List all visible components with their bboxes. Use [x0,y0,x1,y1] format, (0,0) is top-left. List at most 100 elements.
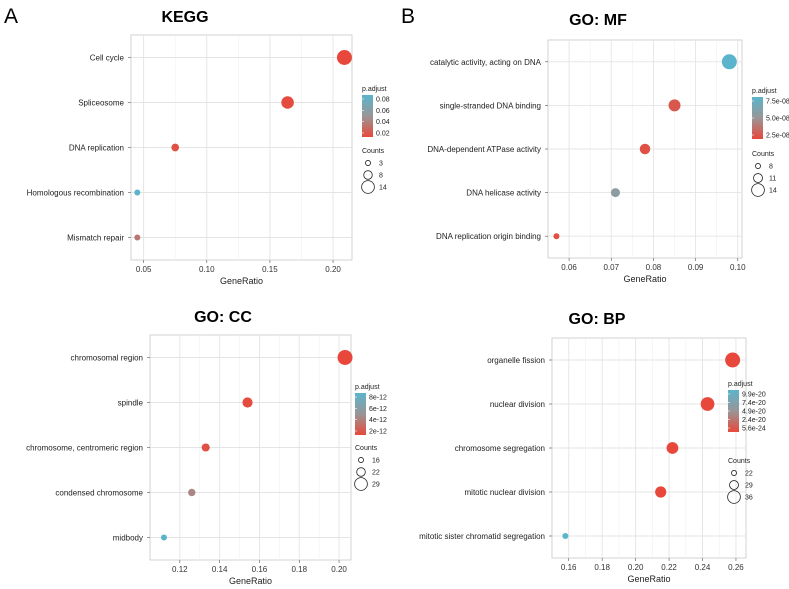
bp-xtick-label: 0.22 [661,563,677,572]
kegg-size-legend-title: Counts [362,148,385,155]
kegg-size-legend-label: 8 [379,173,383,180]
kegg-chart-title: KEGG [161,9,208,26]
bp-data-point [700,397,715,411]
bp-colorbar-title: p.adjust [728,381,753,388]
mf-category-label: DNA helicase activity [466,189,541,198]
kegg-size-legend-circle [365,160,371,166]
bp-size-legend-circle [729,480,739,490]
mf-xtick-label: 0.06 [561,263,577,272]
mf-colorbar [752,97,763,139]
mf-size-legend-circle [753,173,763,183]
bp-category-label: chromosome segregation [455,444,545,453]
bp-category-label: nuclear division [490,400,545,409]
kegg-xtick-label: 0.10 [199,265,215,274]
panel-letter-a: A [4,5,18,28]
cc-size-legend-label: 16 [372,458,380,465]
bp-colorbar-label: 4.9e-20 [742,409,766,416]
kegg-size-legend-circle [363,170,373,180]
cc-xtick-label: 0.18 [291,565,307,574]
bp-size-legend-label: 29 [745,483,753,490]
kegg-size-legend-label: 14 [379,185,387,192]
mf-xtick-label: 0.10 [730,263,746,272]
go-bp-panel: GO: BP organelle fission nuclear division c… [419,311,766,584]
mf-data-point [639,143,651,155]
mf-xtick-label: 0.07 [603,263,619,272]
cc-data-point [201,443,210,452]
mf-x-axis-label: GeneRatio [623,274,666,284]
kegg-category-label: DNA replication [69,144,124,153]
kegg-colorbar-label: 0.06 [376,108,390,115]
cc-size-legend-circle [358,457,364,463]
cc-xtick-label: 0.20 [331,565,347,574]
kegg-x-axis-label: GeneRatio [220,276,263,286]
mf-colorbar-title: p.adjust [752,88,777,95]
cc-size-legend-label: 22 [372,470,380,477]
cc-chart-title: GO: CC [194,309,252,326]
kegg-category-label: Spliceosome [78,99,124,108]
mf-data-point [721,54,737,70]
bp-data-point [655,486,667,498]
mf-colorbar-label: 7.5e-08 [766,99,789,106]
cc-colorbar-label: 6e-12 [369,406,387,413]
cc-data-point [160,534,167,541]
bp-size-legend-circle [731,470,737,476]
cc-size-legend-circle [356,467,366,477]
bp-xtick-label: 0.18 [594,563,610,572]
bp-category-label: organelle fission [487,356,545,365]
kegg-category-label: Mismatch repair [67,234,124,243]
kegg-colorbar-label: 0.08 [376,97,390,104]
cc-colorbar-label: 4e-12 [369,417,387,424]
kegg-size-legend-circle [361,180,375,194]
cc-data-point [337,350,353,365]
kegg-xtick-label: 0.05 [136,265,152,274]
cc-x-axis-label: GeneRatio [229,576,272,586]
cc-category-label: chromosomal region [71,354,143,363]
mf-category-label: single-stranded DNA binding [440,101,541,110]
panel-letter-b: B [401,5,415,28]
bp-colorbar-label: 9.9e-20 [742,392,766,399]
bp-size-legend-label: 36 [745,495,753,502]
kegg-xtick-label: 0.20 [325,265,341,274]
kegg-data-point [171,143,180,152]
mf-data-point [668,99,681,112]
bp-category-label: mitotic sister chromatid segregation [419,532,545,541]
cc-colorbar-title: p.adjust [355,384,380,391]
mf-category-label: DNA-dependent ATPase activity [427,145,541,154]
mf-size-legend-circle [755,163,761,169]
cc-category-label: spindle [118,399,144,408]
kegg-data-point [336,50,352,65]
kegg-category-label: Homologous recombination [27,189,124,198]
cc-category-label: midbody [113,534,143,543]
cc-colorbar [355,393,366,435]
bp-size-legend-label: 22 [745,471,753,478]
kegg-colorbar [362,95,373,137]
kegg-colorbar-title: p.adjust [362,86,387,93]
mf-data-point [553,233,560,240]
mf-size-legend-label: 8 [769,164,773,171]
bp-data-point [666,442,679,454]
bp-size-legend-circle [727,490,741,504]
bp-x-axis-label: GeneRatio [627,574,670,584]
mf-category-label: DNA replication origin binding [436,232,541,241]
kegg-data-point [281,96,294,109]
kegg-category-label: Cell cycle [90,54,125,63]
cc-category-label: chromosome, centromeric region [26,444,143,453]
cc-colorbar-label: 2e-12 [369,429,387,436]
bp-category-label: mitotic nuclear division [465,488,545,497]
kegg-panel: KEGG Cell cycle Spliceosome DNA replication… [27,9,390,286]
bp-colorbar [728,390,739,432]
mf-size-legend-circle [751,183,765,197]
cc-data-point [242,397,253,408]
bp-xtick-label: 0.24 [695,563,711,572]
mf-size-legend-label: 11 [769,176,776,183]
bp-xtick-label: 0.16 [561,563,577,572]
kegg-size-legend-label: 3 [379,161,383,168]
cc-size-legend-title: Counts [355,445,378,452]
bp-colorbar-label: 7.4e-20 [742,400,766,407]
cc-category-label: condensed chromosome [55,489,143,498]
bp-xtick-label: 0.26 [728,563,744,572]
go-cc-panel: GO: CC chromosomal region spindle chromosom… [26,309,387,586]
bp-colorbar-label: 2.4e-20 [742,417,766,424]
kegg-data-point [134,234,141,241]
